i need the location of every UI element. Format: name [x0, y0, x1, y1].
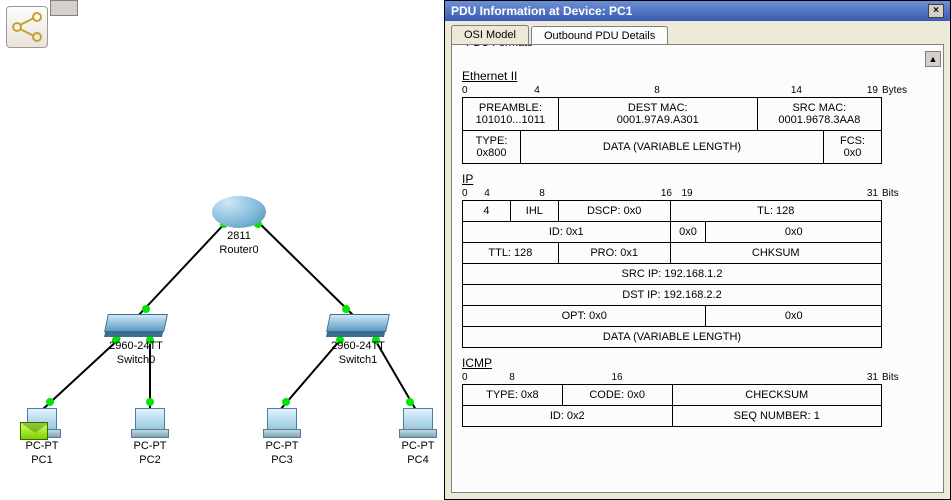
router-model: 2811 — [212, 230, 266, 242]
eth-srcmac-value: 0001.9678.3AA8 — [760, 114, 879, 126]
eth-preamble-value: 101010...1011 — [465, 114, 556, 126]
eth-type-value: 0x800 — [465, 147, 518, 159]
device-pc3[interactable]: PC-PT PC3 — [260, 408, 304, 466]
pc2-type: PC-PT — [128, 440, 172, 452]
pdu-envelope-icon[interactable] — [20, 422, 48, 440]
ip-ver: 4 — [463, 201, 511, 222]
pc3-name: PC3 — [260, 454, 304, 466]
switch0-name: Switch0 — [104, 354, 168, 366]
ip-ihl: IHL — [510, 201, 558, 222]
pdu-formats-panel: PDU Formats ▲ Ethernet II 0 4 8 14 19 By… — [451, 44, 944, 493]
close-icon[interactable]: × — [928, 4, 944, 18]
ip-fragoff: 0x0 — [706, 222, 882, 243]
device-pc2[interactable]: PC-PT PC2 — [128, 408, 172, 466]
switch0-model: 2960-24TT — [104, 340, 168, 352]
device-router0[interactable]: 2811 Router0 — [212, 196, 266, 256]
icmp-id: ID: 0x2 — [463, 406, 673, 427]
ip-tl: TL: 128 — [670, 201, 881, 222]
ethernet-bitscale: 0 4 8 14 19 Bytes — [462, 85, 919, 96]
icmp-table: TYPE: 0x8 CODE: 0x0 CHECKSUM ID: 0x2 SEQ… — [462, 384, 882, 427]
ip-bitscale: 0 4 8 16 19 31 Bits — [462, 188, 919, 199]
pc1-type: PC-PT — [20, 440, 64, 452]
ip-dscp: DSCP: 0x0 — [558, 201, 670, 222]
eth-data-label: DATA (VARIABLE LENGTH) — [521, 131, 824, 164]
tab-strip: OSI Model Outbound PDU Details — [445, 21, 950, 44]
ip-table: 4 IHL DSCP: 0x0 TL: 128 ID: 0x1 0x0 0x0 … — [462, 200, 882, 348]
pc4-name: PC4 — [396, 454, 440, 466]
eth-srcmac-label: SRC MAC: — [760, 102, 879, 114]
switch-icon — [326, 314, 390, 332]
pc1-name: PC1 — [20, 454, 64, 466]
pc-icon — [263, 408, 301, 438]
device-pc4[interactable]: PC-PT PC4 — [396, 408, 440, 466]
icmp-bitscale: 0 8 16 31 Bits — [462, 372, 919, 383]
switch-icon — [104, 314, 168, 332]
section-icmp-title: ICMP — [462, 356, 919, 370]
ip-proto: PRO: 0x1 — [558, 243, 670, 264]
ip-flags: 0x0 — [670, 222, 706, 243]
ip-dstip: DST IP: 192.168.2.2 — [463, 285, 882, 306]
pdu-info-window: PDU Information at Device: PC1 × OSI Mod… — [444, 0, 951, 500]
icmp-code: CODE: 0x0 — [562, 385, 672, 406]
switch1-name: Switch1 — [326, 354, 390, 366]
ip-opt: OPT: 0x0 — [463, 306, 706, 327]
pc-icon — [399, 408, 437, 438]
tab-osi-model[interactable]: OSI Model — [451, 25, 529, 44]
switch1-model: 2960-24TT — [326, 340, 390, 352]
eth-destmac-value: 0001.97A9.A301 — [561, 114, 755, 126]
icmp-seq: SEQ NUMBER: 1 — [672, 406, 882, 427]
device-switch0[interactable]: 2960-24TT Switch0 — [104, 314, 168, 366]
eth-fcs-value: 0x0 — [826, 147, 879, 159]
eth-type-label: TYPE: — [465, 135, 518, 147]
ip-pad: 0x0 — [706, 306, 882, 327]
ethernet-table: PREAMBLE: 101010...1011 DEST MAC: 0001.9… — [462, 97, 882, 164]
icmp-checksum: CHECKSUM — [672, 385, 882, 406]
router-icon — [212, 196, 266, 228]
icmp-type: TYPE: 0x8 — [463, 385, 563, 406]
eth-preamble-label: PREAMBLE: — [465, 102, 556, 114]
tab-outbound-pdu[interactable]: Outbound PDU Details — [531, 26, 668, 45]
router-name: Router0 — [212, 244, 266, 256]
ip-srcip: SRC IP: 192.168.1.2 — [463, 264, 882, 285]
ip-data: DATA (VARIABLE LENGTH) — [463, 327, 882, 348]
section-ethernet-title: Ethernet II — [462, 69, 919, 83]
pc4-type: PC-PT — [396, 440, 440, 452]
pdu-formats-label: PDU Formats — [462, 44, 537, 49]
eth-fcs-label: FCS: — [826, 135, 879, 147]
pc3-type: PC-PT — [260, 440, 304, 452]
topology-canvas[interactable]: 2811 Router0 2960-24TT Switch0 2960-24TT… — [0, 0, 444, 500]
eth-destmac-label: DEST MAC: — [561, 102, 755, 114]
scroll-up-icon[interactable]: ▲ — [925, 51, 941, 67]
ip-ttl: TTL: 128 — [463, 243, 559, 264]
pc-icon — [131, 408, 169, 438]
pc2-name: PC2 — [128, 454, 172, 466]
ip-chksum: CHKSUM — [670, 243, 881, 264]
device-switch1[interactable]: 2960-24TT Switch1 — [326, 314, 390, 366]
section-ip-title: IP — [462, 172, 919, 186]
ip-id: ID: 0x1 — [463, 222, 671, 243]
pdu-scroll-area[interactable]: Ethernet II 0 4 8 14 19 Bytes PREAMBLE: … — [456, 53, 925, 488]
titlebar[interactable]: PDU Information at Device: PC1 × — [445, 1, 950, 21]
window-title: PDU Information at Device: PC1 — [451, 4, 632, 18]
